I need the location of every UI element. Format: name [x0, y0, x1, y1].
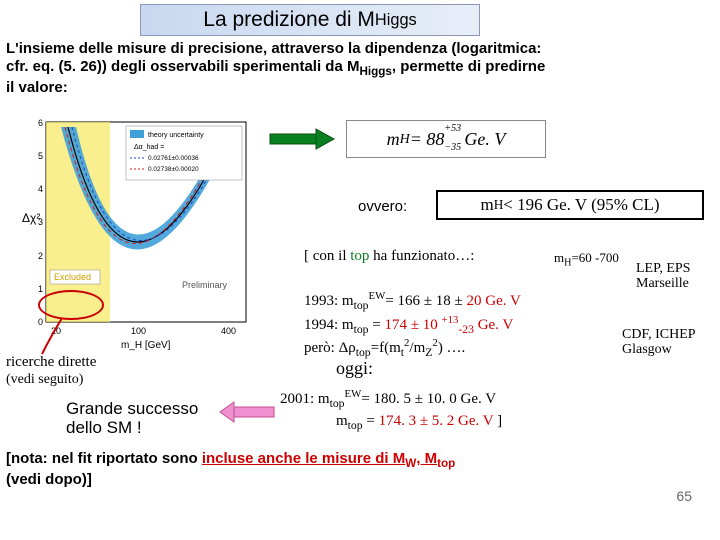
side-note-cdf: CDF, ICHEP Glasgow: [622, 328, 696, 357]
successo-l1: Grande successo: [66, 400, 198, 419]
funz-post: ha funzionato…:: [369, 248, 474, 264]
l2001b-b: =: [363, 413, 379, 429]
l2001b-a: m: [336, 413, 348, 429]
l94-sup: +13: [441, 314, 458, 326]
intro-l2sub: Higgs: [359, 65, 391, 78]
successo-l2: dello SM !: [66, 419, 198, 438]
svg-text:Preliminary: Preliminary: [182, 280, 228, 290]
mh-a: m: [480, 195, 493, 215]
formula-sub: H: [400, 131, 410, 148]
l93-20: 20 Ge. V: [467, 293, 521, 309]
l94-mid: =: [369, 317, 385, 333]
formula-unit: Ge. V: [464, 129, 505, 150]
svg-text:0.02738±0.00020: 0.02738±0.00020: [148, 166, 199, 173]
funz-top: top: [350, 248, 369, 264]
l2001a-b: = 180. 5 ± 10. 0 Ge. V: [361, 391, 496, 407]
funz-pre: [ con il: [304, 248, 350, 264]
nota-red: incluse anche le misure di M: [202, 450, 405, 467]
arrow-to-formula: [268, 128, 338, 152]
mh60-a: m: [554, 250, 564, 265]
funzionato-line: [ con il top ha funzionato…:: [304, 248, 474, 265]
l94-a: 1994: m: [304, 317, 354, 333]
side2-l2: Glasgow: [622, 343, 696, 358]
intro-l2a: cfr. eq. (5. 26)) degli osservabili sper…: [6, 58, 359, 75]
formula-supnum: +53: [444, 123, 461, 134]
mh-b: < 196 Ge. V (95% CL): [503, 195, 659, 215]
lines-2001: 2001: mtopEW= 180. 5 ± 10. 0 Ge. V mtop …: [280, 388, 502, 433]
slide-title: La predizione di MHiggs: [140, 4, 480, 36]
nota-rmid: , M: [416, 450, 437, 467]
formula-m: m: [387, 129, 400, 150]
svg-text:100: 100: [131, 326, 146, 336]
pero-a: però: Δρ: [304, 340, 356, 356]
pero-c: /m: [409, 340, 425, 356]
ovvero-label: ovvero:: [358, 198, 407, 215]
svg-text:Δχ²: Δχ²: [22, 211, 40, 225]
svg-text:0.02761±0.00036: 0.02761±0.00036: [148, 155, 199, 162]
side-note-lep: LEP, EPS Marseille: [636, 262, 690, 291]
side1-l2: Marseille: [636, 277, 690, 292]
svg-text:2: 2: [38, 251, 43, 261]
successo-text: Grande successo dello SM !: [66, 400, 198, 437]
nota-rs2: top: [437, 457, 455, 470]
svg-text:1: 1: [38, 284, 43, 294]
l93-ew: EW: [369, 290, 386, 302]
intro-l3: il valore:: [6, 79, 68, 96]
formula-subnum: −35: [444, 142, 461, 153]
l2001a-ew: EW: [345, 388, 362, 400]
ricerche-label: ricerche dirette: [6, 354, 96, 371]
svg-text:6: 6: [38, 118, 43, 128]
svg-text:5: 5: [38, 151, 43, 161]
intro-l2b: , permette di predirne: [392, 58, 545, 75]
svg-text:4: 4: [38, 184, 43, 194]
nota-rs1: W: [405, 457, 416, 470]
l93-mid: = 166 ± 18 ±: [385, 293, 466, 309]
formula-mid: = 88: [410, 129, 445, 150]
svg-text:Excluded: Excluded: [54, 272, 91, 282]
mh-sub: H: [494, 197, 504, 213]
intro-l1: L'insieme delle misure di precisione, at…: [6, 40, 541, 57]
l93-sub: top: [354, 299, 369, 312]
nota-pre: [nota: nel fit riportato sono: [6, 450, 202, 467]
svg-text:theory uncertainty: theory uncertainty: [148, 132, 204, 139]
title-main: La predizione di M: [203, 8, 375, 32]
page-number: 65: [676, 488, 692, 504]
side1-l1: LEP, EPS: [636, 262, 690, 277]
l2001b-val: 174. 3 ± 5. 2 Ge. V: [379, 413, 494, 429]
pero-b: =f(m: [371, 340, 401, 356]
mh60-note: mH=60 -700: [554, 250, 619, 269]
oggi-label: oggi:: [336, 358, 373, 379]
l94-subnum: -23: [458, 323, 474, 336]
l93-a: 1993: m: [304, 293, 354, 309]
side2-l1: CDF, ICHEP: [622, 328, 696, 343]
seguito-label: (vedi seguito): [6, 372, 83, 388]
svg-text:m_H [GeV]: m_H [GeV]: [121, 340, 171, 351]
top-predictions: 1993: mtopEW= 166 ± 18 ± 20 Ge. V 1994: …: [304, 290, 521, 361]
l2001a-sub: top: [330, 397, 345, 410]
l94-unit: Ge. V: [474, 317, 513, 333]
l94-val: 174 ± 10: [385, 317, 442, 333]
mh-limit-box: mH < 196 Ge. V (95% CL): [436, 190, 704, 220]
svg-text:Δα_had =: Δα_had =: [134, 144, 164, 151]
pero-d: ) ….: [438, 340, 466, 356]
l2001a-a: 2001: m: [280, 391, 330, 407]
svg-text:400: 400: [221, 326, 236, 336]
mh-formula-box: mH = 88+53 −35 Ge. V: [346, 120, 546, 158]
l94-sub: top: [354, 323, 369, 336]
nota-post: (vedi dopo)]: [6, 471, 92, 488]
l2001b-sub: top: [348, 419, 363, 432]
arrow-pink: [218, 400, 278, 424]
title-sub: Higgs: [375, 11, 417, 30]
mh60-b: =60 -700: [571, 250, 618, 265]
l2001b-close: ]: [493, 413, 502, 429]
intro-text: L'insieme delle misure di precisione, at…: [6, 40, 716, 97]
footnote: [nota: nel fit riportato sono incluse an…: [6, 450, 716, 489]
arrow-ricerche: [38, 314, 88, 358]
